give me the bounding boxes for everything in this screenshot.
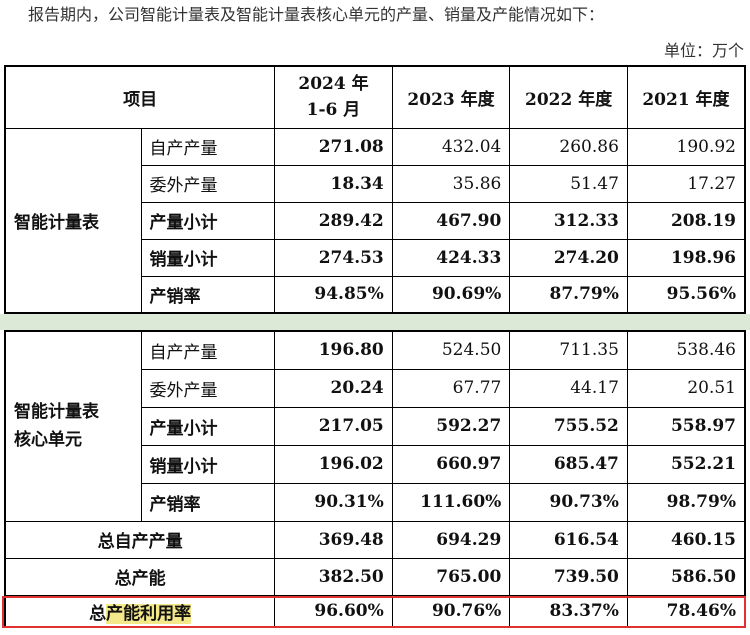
cell-value: 217.05 [274, 406, 393, 446]
cell-value: 538.46 [626, 330, 746, 370]
header-2022: 2022 年度 [509, 65, 628, 129]
cell-value: 90.31% [274, 482, 393, 522]
table-row: 产销率 94.85% 90.69% 87.79% 95.56% [5, 275, 746, 314]
total-row-utilization: 总产能利用率 96.60% 90.76% 83.37% 78.46% [4, 594, 746, 628]
cell-value: 524.50 [391, 330, 511, 370]
cell-value: 711.35 [509, 330, 628, 370]
group2-name: 智能计量表 核心单元 [4, 330, 142, 522]
cell-value: 467.90 [391, 201, 511, 240]
header-2021: 2021 年度 [626, 65, 746, 129]
header-2023: 2023 年度 [391, 65, 511, 129]
unit-label: 单位：万个 [663, 41, 744, 60]
header-2024-line1: 2024 年 [298, 74, 369, 95]
table-core-unit: 智能计量表 核心单元 自产产量 196.80 524.50 711.35 538… [4, 330, 746, 628]
cell-value: 95.56% [626, 275, 746, 314]
cell-value: 616.54 [509, 520, 628, 559]
cell-value: 424.33 [391, 238, 511, 277]
section-separator [0, 314, 750, 330]
cell-value: 274.53 [274, 238, 393, 277]
cell-value: 260.86 [509, 127, 628, 166]
cell-value: 382.50 [274, 557, 393, 596]
cell-value: 289.42 [274, 201, 393, 240]
total-label: 总自产产量 [4, 520, 276, 559]
cell-value: 20.24 [274, 368, 393, 408]
row-label: 委外产量 [140, 368, 276, 408]
cell-value: 685.47 [509, 444, 628, 484]
cell-value: 196.80 [274, 330, 393, 370]
cell-value: 94.85% [274, 275, 393, 314]
group2-name-line2: 核心单元 [14, 430, 82, 451]
table-row: 产销率 90.31% 111.60% 90.73% 98.79% [5, 482, 746, 522]
total-label: 总产能 [4, 557, 276, 596]
cell-value: 369.48 [274, 520, 393, 559]
row-label: 产量小计 [140, 201, 276, 240]
cell-value: 586.50 [626, 557, 746, 596]
cell-value: 83.37% [509, 594, 628, 628]
cell-value: 558.97 [626, 406, 746, 446]
cell-value: 755.52 [509, 406, 628, 446]
table-row: 智能计量表 核心单元 自产产量 196.80 524.50 711.35 538… [4, 330, 746, 522]
cell-value: 17.27 [626, 164, 746, 203]
cell-value: 432.04 [391, 127, 511, 166]
header-row: 项目 2024 年 1-6 月 2023 年度 2022 年度 2021 年度 [4, 65, 746, 129]
total-row: 总自产产量 369.48 694.29 616.54 460.15 [4, 520, 746, 559]
cell-value: 274.20 [509, 238, 628, 277]
row-label: 委外产量 [140, 164, 276, 203]
cell-value: 18.34 [274, 164, 393, 203]
cell-value: 196.02 [274, 444, 393, 484]
cell-value: 552.21 [626, 444, 746, 484]
table-row: 产量小计 217.05 592.27 755.52 558.97 [5, 406, 746, 446]
cell-value: 592.27 [391, 406, 511, 446]
cell-value: 90.76% [391, 594, 511, 628]
row-label: 销量小计 [140, 238, 276, 277]
row-label: 产销率 [140, 275, 276, 314]
cell-value: 98.79% [626, 482, 746, 522]
row-label: 自产产量 [140, 330, 276, 370]
cell-value: 44.17 [509, 368, 628, 408]
table-smart-meter: 项目 2024 年 1-6 月 2023 年度 2022 年度 2021 年度 … [4, 65, 746, 314]
cell-value: 87.79% [509, 275, 628, 314]
cell-value: 739.50 [509, 557, 628, 596]
group2-name-line1: 智能计量表 [14, 402, 99, 423]
total-label: 总产能利用率 [4, 594, 276, 628]
cell-value: 765.00 [391, 557, 511, 596]
header-2024-line2: 1-6 月 [306, 100, 361, 121]
cell-value: 460.15 [626, 520, 746, 559]
group1-name: 智能计量表 [4, 127, 142, 314]
cell-value: 96.60% [274, 594, 393, 628]
cell-value: 694.29 [391, 520, 511, 559]
total-row: 总产能 382.50 765.00 739.50 586.50 [4, 557, 746, 596]
row-label: 产销率 [140, 482, 276, 522]
header-2024h1: 2024 年 1-6 月 [274, 65, 393, 129]
table-row: 委外产量 20.24 67.77 44.17 20.51 [5, 368, 746, 408]
cell-value: 78.46% [626, 594, 746, 628]
table-row: 销量小计 274.53 424.33 274.20 198.96 [5, 238, 746, 277]
cell-value: 35.86 [391, 164, 511, 203]
row-label: 销量小计 [140, 444, 276, 484]
intro-text: 报告期内，公司智能计量表及智能计量表核心单元的产量、销量及产能情况如下： [28, 5, 605, 24]
table-row: 委外产量 18.34 35.86 51.47 17.27 [5, 164, 746, 203]
cell-value: 198.96 [626, 238, 746, 277]
row-label: 自产产量 [140, 127, 276, 166]
cell-value: 660.97 [391, 444, 511, 484]
cell-value: 190.92 [626, 127, 746, 166]
label-prefix: 总 [89, 603, 107, 624]
cell-value: 208.19 [626, 201, 746, 240]
cell-value: 90.73% [509, 482, 628, 522]
cell-value: 312.33 [509, 201, 628, 240]
cell-value: 271.08 [274, 127, 393, 166]
cell-value: 111.60% [391, 482, 511, 522]
header-item: 项目 [4, 65, 276, 129]
cell-value: 51.47 [509, 164, 628, 203]
table-row: 智能计量表 自产产量 271.08 432.04 260.86 190.92 [4, 127, 746, 314]
cell-value: 67.77 [391, 368, 511, 408]
cell-value: 90.69% [391, 275, 511, 314]
highlighted-label: 产能利用率 [106, 603, 192, 624]
table-row: 产量小计 289.42 467.90 312.33 208.19 [5, 201, 746, 240]
cell-value: 20.51 [626, 368, 746, 408]
row-label: 产量小计 [140, 406, 276, 446]
